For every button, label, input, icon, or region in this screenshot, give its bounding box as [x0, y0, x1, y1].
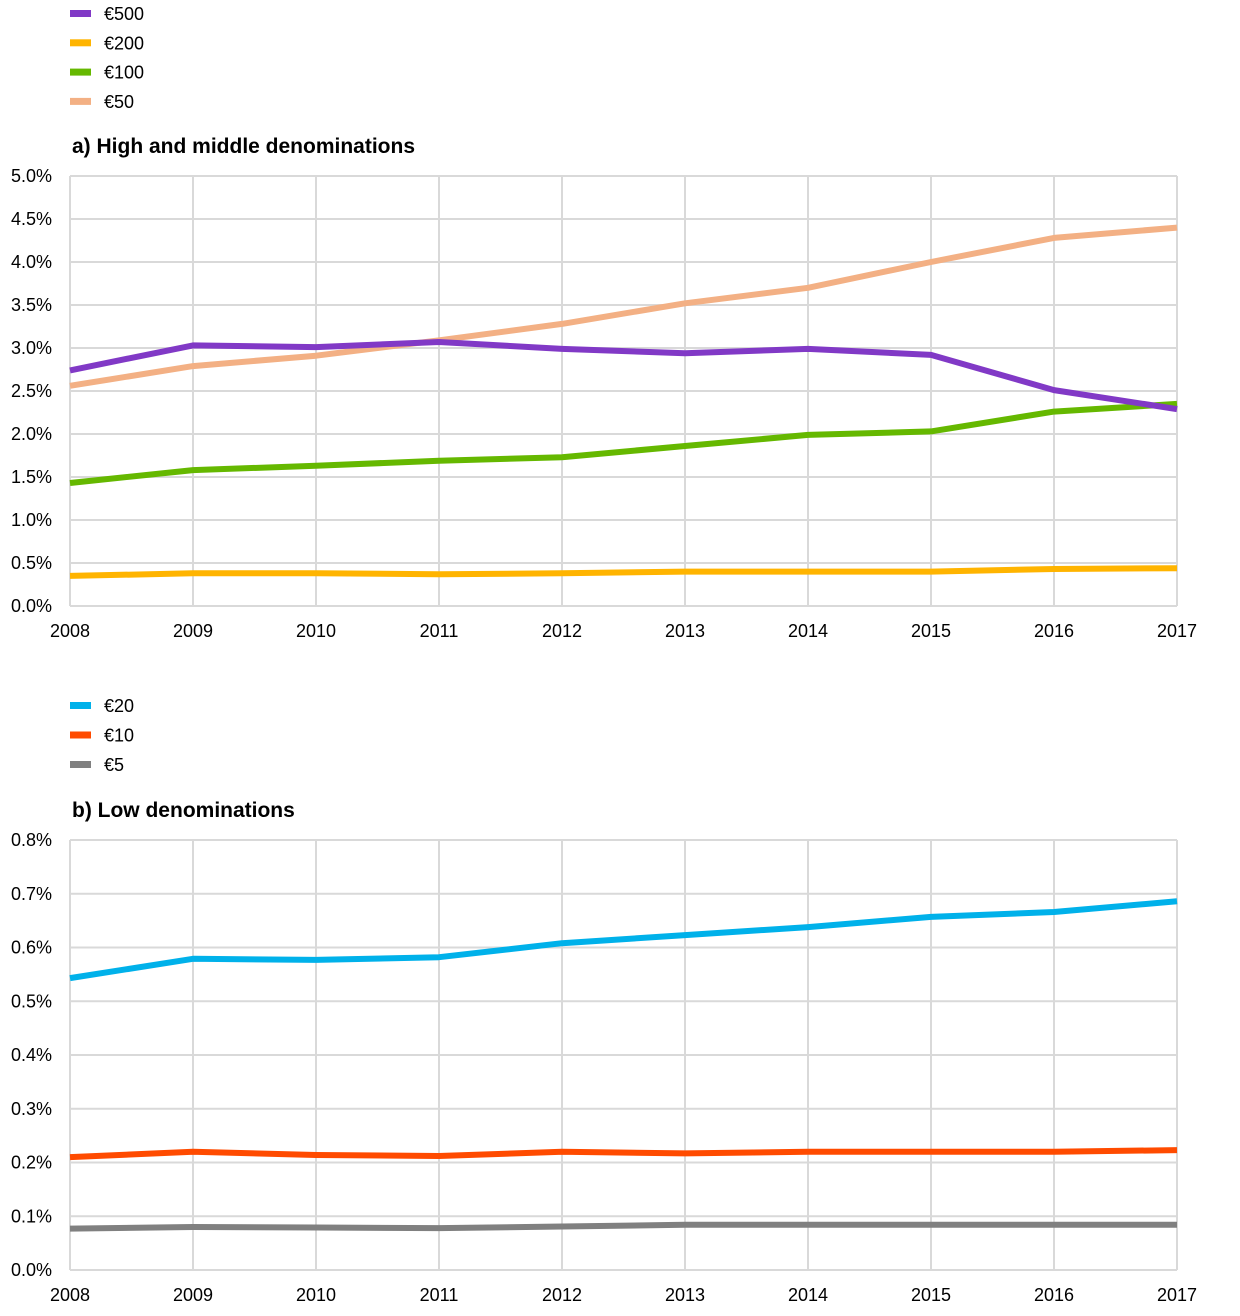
x-tick-label-b-5: 2013	[665, 1285, 705, 1305]
y-tick-label-a-0: 0.0%	[11, 596, 52, 616]
legend-swatch-a-0	[70, 10, 91, 17]
legend-swatch-b-2	[70, 761, 91, 768]
x-tick-label-a-3: 2011	[420, 621, 459, 641]
x-tick-label-a-5: 2013	[665, 621, 705, 641]
y-tick-label-b-2: 0.2%	[11, 1153, 52, 1173]
x-axis-ticks-a: 2008 2009 2010 2011 2012 2013 2014 2015 2016 2017	[50, 621, 1197, 641]
series-line-b-eur20	[69, 898, 1178, 982]
legend-label-b-2: €5	[104, 755, 124, 775]
legend-label-b-0: €20	[104, 696, 134, 716]
x-tick-label-a-0: 2008	[50, 621, 90, 641]
legend-swatch-a-1	[70, 39, 91, 47]
y-tick-label-a-5: 2.5%	[11, 381, 52, 401]
series-line-a-eur100	[69, 400, 1178, 486]
x-tick-label-a-8: 2016	[1034, 621, 1074, 641]
series-line-b-eur10	[69, 1147, 1178, 1161]
series-line-a-eur200	[69, 565, 1178, 579]
x-axis-ticks-b: 2008 2009 2010 2011 2012 2013 2014 2015 2016 2017	[50, 1285, 1197, 1305]
chart-panel-b: €20€10€5 b) Low denominations 0.0%0.1%0.…	[11, 696, 1197, 1305]
chart-title-b: b) Low denominations	[72, 799, 295, 822]
y-tick-label-a-3: 1.5%	[11, 467, 52, 487]
y-tick-label-b-8: 0.8%	[11, 830, 52, 850]
y-tick-label-b-7: 0.7%	[11, 884, 52, 904]
y-tick-label-a-10: 5.0%	[11, 166, 52, 186]
y-tick-label-b-0: 0.0%	[11, 1260, 52, 1280]
x-tick-label-a-6: 2014	[788, 621, 828, 641]
y-tick-label-b-1: 0.1%	[11, 1206, 52, 1226]
y-tick-label-a-6: 3.0%	[11, 338, 52, 358]
x-tick-label-b-2: 2010	[296, 1285, 336, 1305]
legend-swatch-a-2	[70, 68, 91, 76]
y-tick-label-b-5: 0.5%	[11, 991, 52, 1011]
y-tick-label-a-4: 2.0%	[11, 424, 52, 444]
gridlines-a	[69, 175, 1178, 607]
x-tick-label-b-0: 2008	[50, 1285, 90, 1305]
x-tick-label-b-7: 2015	[911, 1285, 951, 1305]
y-axis-ticks-b: 0.0% 0.1% 0.2% 0.3% 0.4% 0.5% 0.6% 0.7% 0.8%	[11, 830, 52, 1280]
legend-a: €500 €200 €100 €50	[70, 4, 144, 112]
x-tick-label-b-6: 2014	[788, 1285, 828, 1305]
legend-label-b-1: €10	[104, 726, 134, 746]
y-axis-ticks-a: 0.0% 0.5% 1.0% 1.5% 2.0% 2.5% 3.0% 3.5% 4.0% 4.5%…	[11, 166, 52, 616]
x-tick-label-b-4: 2012	[542, 1285, 582, 1305]
legend-swatch-a-3	[70, 97, 91, 105]
legend-label-a-0: €500	[104, 4, 144, 24]
x-tick-label-a-2: 2010	[296, 621, 336, 641]
y-tick-label-a-1: 0.5%	[11, 553, 52, 573]
x-tick-label-b-1: 2009	[173, 1285, 213, 1305]
legend-swatch-b-1	[70, 731, 91, 739]
x-tick-label-a-4: 2012	[542, 621, 582, 641]
series-line-a-eur50	[69, 224, 1178, 389]
legend-b: €20 €10 €5	[70, 696, 134, 775]
x-tick-label-b-8: 2016	[1034, 1285, 1074, 1305]
x-tick-label-b-3: 2011	[420, 1285, 459, 1305]
y-tick-label-b-3: 0.3%	[11, 1099, 52, 1119]
chart-title-a: a) High and middle denominations	[72, 135, 415, 158]
y-tick-label-a-9: 4.5%	[11, 209, 52, 229]
series-line-a-eur500	[69, 339, 1178, 413]
y-tick-label-a-2: 1.0%	[11, 510, 52, 530]
x-tick-label-a-9: 2017	[1157, 621, 1197, 641]
series-a	[69, 224, 1178, 579]
legend-swatch-b-0	[70, 702, 91, 709]
y-tick-label-a-7: 3.5%	[11, 295, 52, 315]
legend-label-a-1: €200	[104, 33, 144, 53]
x-tick-label-a-7: 2015	[911, 621, 951, 641]
gridlines-b	[69, 839, 1178, 1271]
legend-label-a-3: €50	[104, 92, 134, 112]
y-tick-label-b-4: 0.4%	[11, 1045, 52, 1065]
chart-panel-a: €500 €200 €100 €50 a) High and middle denom…	[11, 4, 1197, 641]
y-tick-label-b-6: 0.6%	[11, 938, 52, 958]
series-b	[69, 898, 1178, 1232]
y-tick-label-a-8: 4.0%	[11, 252, 52, 272]
series-line-b-eur5	[69, 1221, 1177, 1232]
x-tick-label-a-1: 2009	[173, 621, 213, 641]
x-tick-label-b-9: 2017	[1157, 1285, 1197, 1305]
legend-label-a-2: €100	[104, 63, 144, 83]
